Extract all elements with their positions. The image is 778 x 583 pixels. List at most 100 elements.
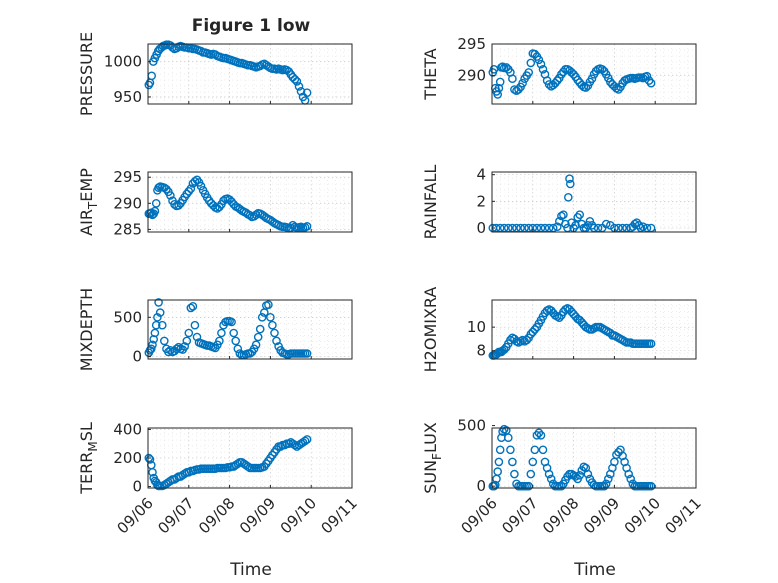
- data-point: [300, 436, 310, 446]
- data-point: [508, 457, 517, 467]
- data-point: [569, 70, 578, 79]
- data-point: [534, 55, 544, 65]
- data-point: [272, 336, 281, 346]
- data-point: [188, 301, 198, 311]
- y-axis-label-suffix: LUX: [421, 422, 440, 453]
- data-point: [166, 345, 175, 355]
- data-point: [249, 344, 259, 354]
- data-point: [526, 58, 536, 68]
- axes-box: [147, 43, 353, 105]
- data-point: [526, 469, 536, 479]
- data-point: [575, 210, 585, 219]
- y-axis-label-subscript: M: [86, 441, 100, 451]
- series-markers: [144, 298, 312, 360]
- y-axis-label-main: SUN: [421, 460, 440, 494]
- y-tick-label: 500: [113, 308, 142, 326]
- data-point: [630, 219, 640, 229]
- data-point: [290, 440, 300, 450]
- data-point: [182, 336, 192, 346]
- data-point: [186, 303, 196, 313]
- data-point: [575, 470, 585, 480]
- data-point: [243, 462, 253, 471]
- data-point: [296, 87, 306, 96]
- panel-mixdepth: 0 500 MIXDEPTH: [77, 288, 353, 371]
- data-point: [503, 433, 513, 443]
- y-tick-label: 400: [113, 420, 142, 438]
- series-markers: [144, 175, 312, 233]
- y-tick-label: 295: [113, 168, 142, 186]
- data-point: [233, 344, 243, 354]
- data-point: [544, 469, 554, 479]
- data-point: [174, 201, 183, 210]
- data-point: [264, 300, 273, 310]
- data-point: [501, 63, 511, 72]
- y-axis-label-subscript: T: [86, 201, 100, 210]
- y-axis-label: AIRTEMP: [77, 168, 100, 236]
- y-axis-label-main: AIR: [77, 209, 96, 236]
- data-point: [612, 450, 621, 460]
- data-point: [154, 183, 163, 192]
- data-point: [180, 342, 189, 351]
- y-axis-label: PRESSURE: [77, 32, 96, 116]
- data-point: [514, 85, 523, 94]
- data-point: [524, 68, 534, 77]
- y-axis-label: MIXDEPTH: [77, 288, 96, 371]
- data-point: [290, 75, 300, 84]
- figure-title: Figure 1 low: [192, 16, 311, 36]
- data-point: [251, 210, 261, 220]
- data-point: [268, 320, 277, 330]
- data-point: [544, 80, 554, 89]
- data-point: [626, 474, 636, 484]
- data-point: [255, 324, 265, 334]
- data-point: [506, 445, 515, 455]
- y-axis-label-main: RAINFALL: [421, 165, 440, 240]
- y-tick-label: 290: [113, 194, 142, 212]
- y-axis-label-subscript: F: [430, 453, 444, 460]
- data-point: [557, 481, 566, 491]
- data-point: [532, 430, 542, 440]
- data-point: [530, 49, 540, 59]
- series-markers: [144, 40, 312, 105]
- data-point: [495, 445, 505, 455]
- data-point: [510, 469, 519, 479]
- panel-theta: 290 295 THETA: [421, 35, 697, 105]
- y-tick-label: 1000: [104, 53, 142, 71]
- data-point: [499, 345, 509, 354]
- xlabel-right: Time: [573, 560, 616, 580]
- y-axis-label-main: PRESSURE: [77, 32, 96, 116]
- data-point: [538, 65, 548, 74]
- data-point: [536, 59, 546, 69]
- y-axis-label: H2OMIXRA: [421, 287, 440, 373]
- data-point: [583, 469, 593, 479]
- panel-h2omixra: 8 10 H2OMIXRA: [421, 287, 697, 373]
- data-point: [302, 435, 312, 444]
- data-point: [172, 344, 181, 354]
- series-markers: [488, 49, 656, 99]
- data-point: [229, 328, 238, 338]
- data-point: [601, 219, 611, 229]
- data-point: [506, 335, 515, 345]
- data-point: [190, 320, 200, 330]
- data-point: [493, 90, 503, 99]
- data-point: [646, 78, 656, 88]
- data-point: [145, 455, 155, 464]
- data-point: [638, 222, 648, 231]
- data-point: [553, 76, 562, 85]
- data-point: [302, 88, 312, 97]
- data-point: [564, 192, 573, 202]
- xlabel-left: Time: [229, 560, 272, 580]
- data-point: [604, 474, 613, 484]
- data-point: [546, 474, 556, 484]
- y-tick-label: 200: [113, 449, 142, 467]
- data-point: [528, 457, 538, 467]
- y-tick-label: 10: [467, 318, 486, 336]
- data-point: [270, 328, 279, 338]
- data-point: [489, 481, 499, 491]
- data-point: [233, 459, 243, 469]
- data-point: [227, 317, 236, 327]
- y-axis-label-main: TERR: [77, 452, 96, 495]
- data-point: [581, 83, 591, 92]
- data-point: [493, 467, 503, 476]
- panel-rainfall: 0 2 4 RAINFALL: [421, 165, 697, 240]
